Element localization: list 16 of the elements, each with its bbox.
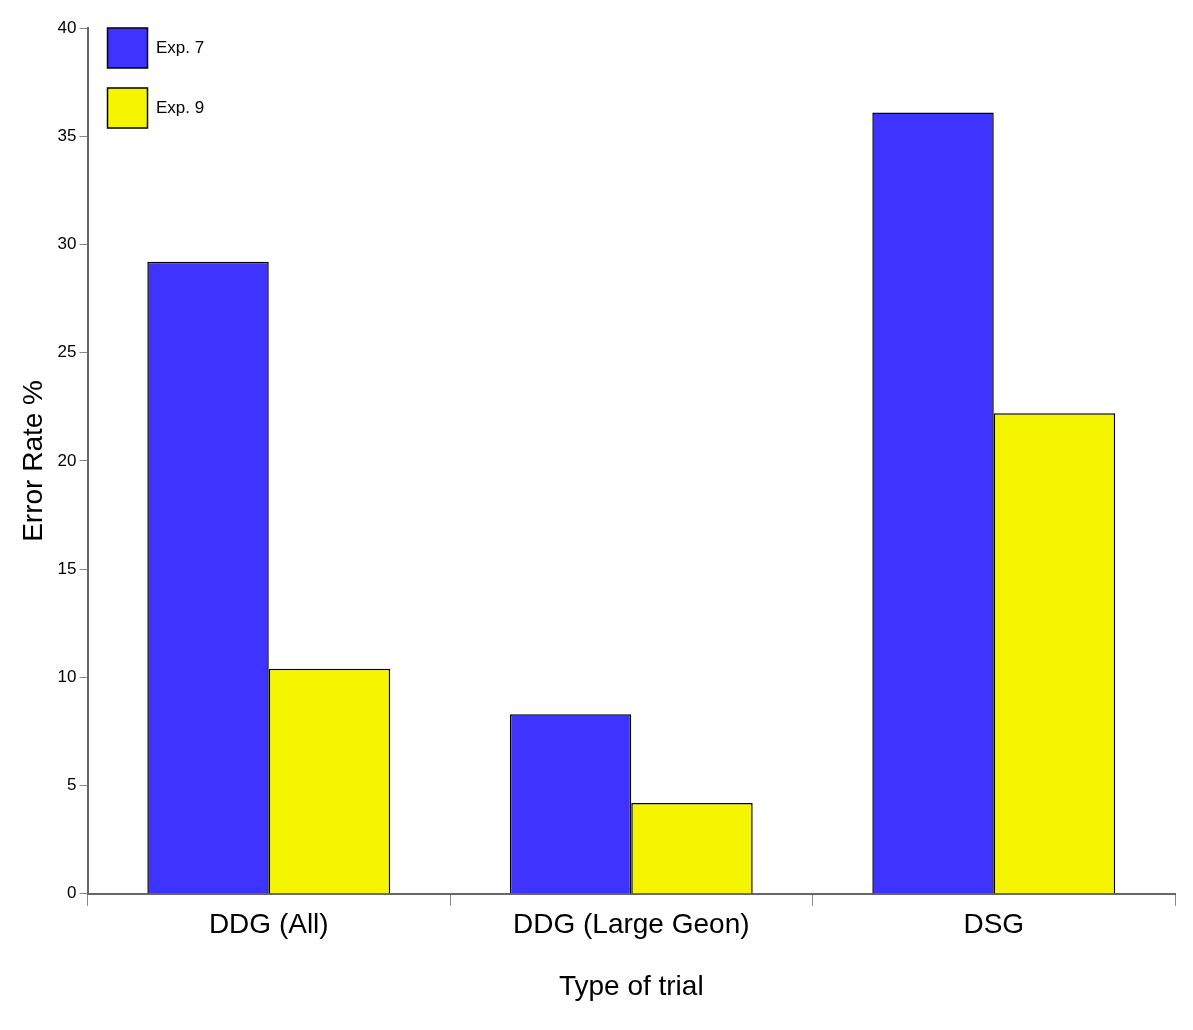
- y-tick-label: 20: [57, 450, 77, 470]
- y-tick-label: 5: [67, 775, 77, 795]
- y-axis-title: Error Rate %: [16, 379, 48, 542]
- x-tick-label: DSG: [963, 908, 1025, 940]
- y-tick-label: 15: [57, 558, 77, 578]
- y-tick-label: 25: [57, 342, 77, 362]
- y-tick-label: 10: [57, 667, 77, 687]
- x-axis-title: Type of trial: [558, 969, 704, 1001]
- legend-label: Exp. 9: [156, 97, 205, 117]
- x-tick-label: DDG (All): [208, 908, 329, 940]
- y-tick-label: 35: [57, 125, 77, 145]
- x-tick-label: DDG (Large Geon): [512, 908, 750, 940]
- legend-label: Exp. 7: [156, 37, 205, 57]
- y-tick-label: 0: [67, 883, 77, 903]
- y-tick-label: 30: [57, 234, 77, 254]
- y-tick-label: 40: [57, 17, 77, 37]
